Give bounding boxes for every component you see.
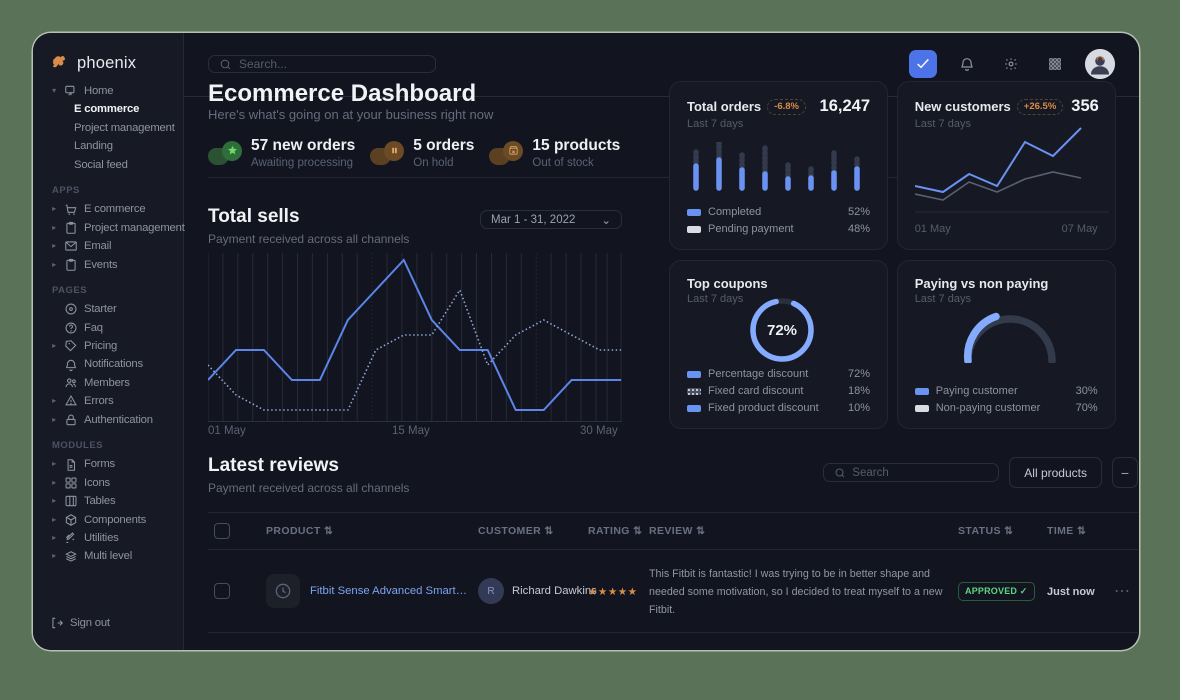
svg-text:72%: 72% xyxy=(767,322,797,339)
